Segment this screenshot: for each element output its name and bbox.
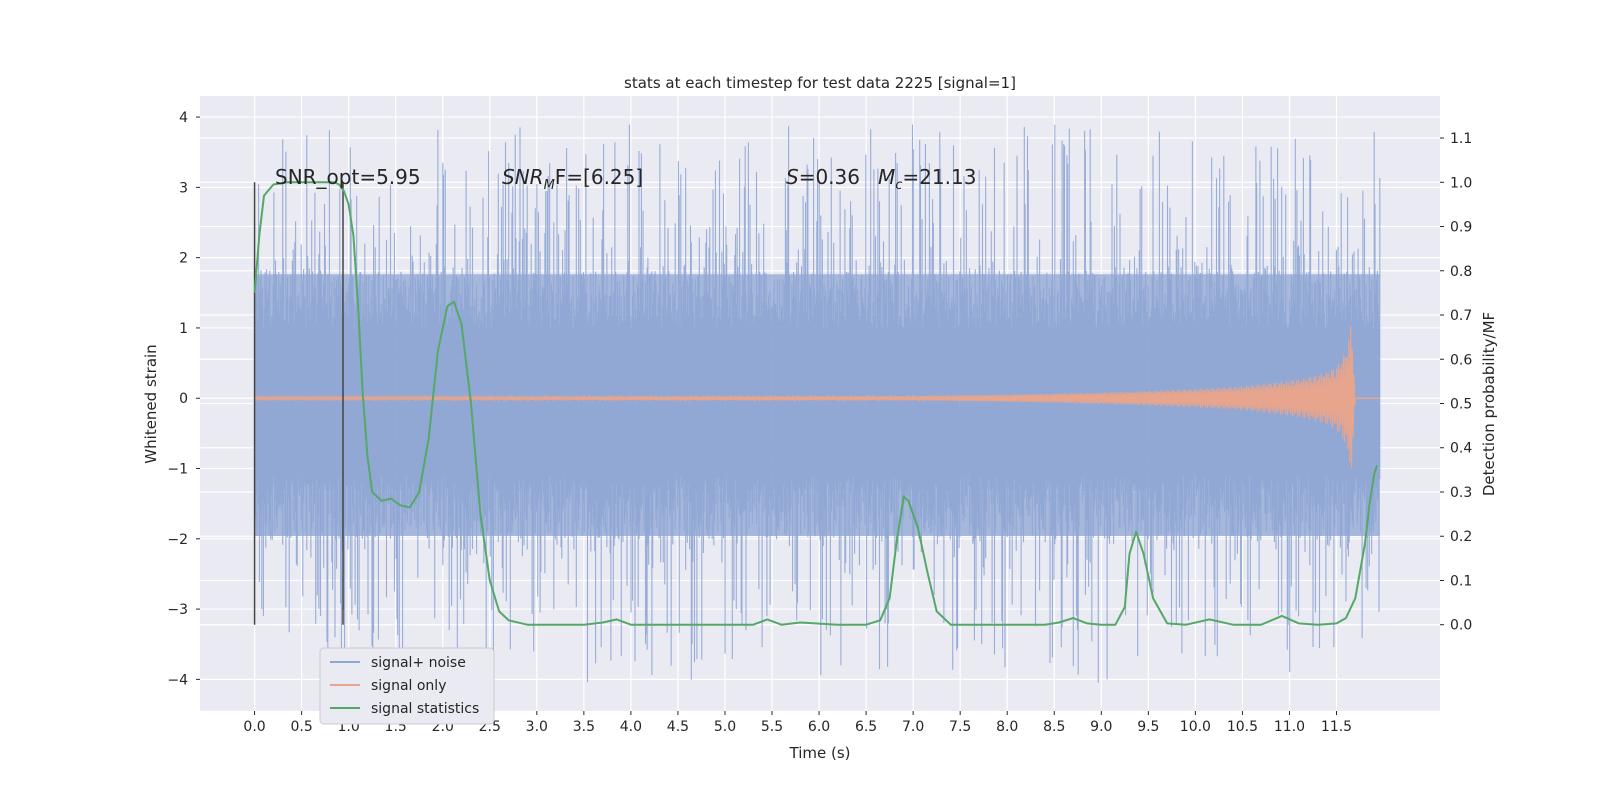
x-tick-label: 6.0 [808, 719, 830, 735]
y-tick-label: −3 [167, 602, 188, 618]
y2-tick-label: 0.9 [1450, 220, 1472, 236]
snr-mf-subscript: M [544, 178, 555, 193]
x-tick-label: 10.5 [1227, 719, 1258, 735]
y-tick-label: −4 [167, 672, 188, 688]
x-tick-label: 5.0 [714, 719, 736, 735]
legend-label-signal: signal only [371, 678, 446, 694]
x-tick-label: 6.5 [855, 719, 877, 735]
snr-mf-annotation: SNRMF=[6.25] [502, 165, 643, 193]
vertical-markers [253, 182, 344, 625]
y2-tick-label: 1.0 [1450, 175, 1472, 191]
y2-tick-label: 0.6 [1450, 352, 1472, 368]
snr-mf-suffix: F=[6.25] [555, 165, 643, 189]
signal-statistics-line [253, 181, 1378, 626]
y2-tick-label: 0.5 [1450, 397, 1472, 413]
y-tick-label: 1 [179, 321, 188, 337]
x-tick-label: 4.5 [667, 719, 689, 735]
y-axis-label: Whitened strain [142, 344, 160, 463]
x-ticks: 0.0 0.5 1.0 1.5 2.0 2.5 3.0 3.5 4.0 4.5 5.0 5.5 6.0 6… [243, 711, 1352, 735]
y2-tick-label: 0.4 [1450, 441, 1472, 457]
y-tick-label: −1 [167, 462, 188, 478]
x-tick-label: 0.0 [243, 719, 265, 735]
y-tick-label: −2 [167, 532, 188, 548]
x-tick-label: 7.0 [902, 719, 924, 735]
legend: signal+ noise signal only signal statist… [319, 647, 495, 725]
s-prefix: S [786, 165, 799, 189]
x-tick-label: 11.0 [1274, 719, 1305, 735]
y2-tick-label: 0.2 [1450, 529, 1472, 545]
y-tick-label: 2 [179, 251, 188, 267]
y2-ticks: 1.1 1.0 0.9 0.8 0.7 0.6 0.5 0.4 0.3 0.2 0.1 0.0 [1440, 131, 1472, 634]
y2-tick-label: 0.1 [1450, 573, 1472, 589]
x-tick-label: 3.5 [573, 719, 595, 735]
s-mc-annotation: S=0.36 Mc=21.13 [786, 165, 976, 193]
snr-opt-annotation: SNR_opt=5.95 [275, 165, 421, 189]
x-tick-label: 9.5 [1137, 719, 1159, 735]
chart-title: stats at each timestep for test data 222… [624, 74, 1016, 92]
legend-label-stats: signal statistics [371, 701, 479, 717]
signal-only-series [254, 326, 1380, 469]
x-tick-label: 4.0 [620, 719, 642, 735]
snr-mf-prefix: SNR [502, 165, 544, 189]
x-tick-label: 7.5 [949, 719, 971, 735]
y-tick-label: 4 [179, 110, 188, 126]
x-tick-label: 11.5 [1321, 719, 1352, 735]
mc-value: =21.13 [902, 165, 976, 189]
mc-subscript: c [895, 178, 902, 193]
y2-tick-label: 0.0 [1450, 618, 1472, 634]
x-tick-label: 10.0 [1180, 719, 1211, 735]
s-value: =0.36 [799, 165, 860, 189]
y2-tick-label: 0.3 [1450, 485, 1472, 501]
y-ticks: 4 3 2 1 0 −1 −2 −3 −4 [167, 110, 200, 688]
legend-label-noise: signal+ noise [371, 655, 466, 671]
y2-axis-label: Detection probability/MF [1480, 312, 1498, 496]
x-tick-label: 8.5 [1043, 719, 1065, 735]
x-tick-label: 5.5 [761, 719, 783, 735]
x-tick-label: 0.5 [290, 719, 312, 735]
mc-prefix: M [878, 165, 895, 189]
signal-statistics-series [253, 181, 1378, 626]
x-tick-label: 3.0 [526, 719, 548, 735]
y-tick-label: 3 [179, 180, 188, 196]
y2-tick-label: 1.1 [1450, 131, 1472, 147]
y2-tick-label: 0.7 [1450, 308, 1472, 324]
x-tick-label: 9.0 [1090, 719, 1112, 735]
legend-box [319, 647, 495, 725]
y2-tick-label: 0.8 [1450, 264, 1472, 280]
x-tick-label: 8.0 [996, 719, 1018, 735]
y-tick-label: 0 [179, 391, 188, 407]
x-axis-label: Time (s) [789, 744, 851, 762]
